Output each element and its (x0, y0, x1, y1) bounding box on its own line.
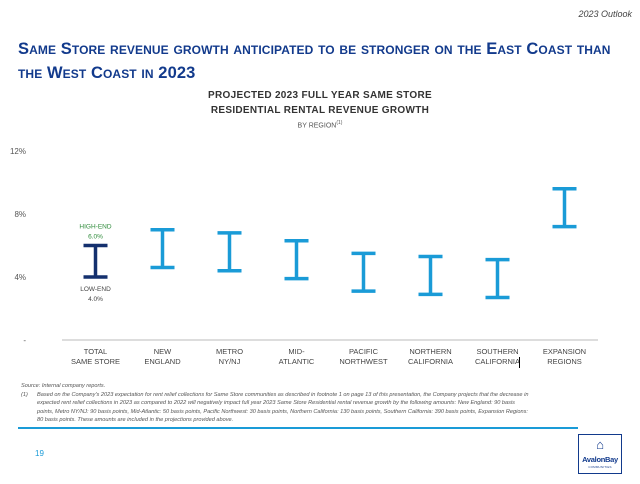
x-category-label: NEW (154, 347, 172, 356)
y-tick-label: 12% (10, 147, 26, 156)
chart-subtitle-text: BY REGION (297, 122, 337, 130)
x-category-label: ENGLAND (144, 357, 181, 366)
footnote-1-mark: (1) (21, 391, 28, 398)
slide-title: Same Store revenue growth anticipated to… (18, 40, 611, 82)
chart-title: PROJECTED 2023 FULL YEAR SAME STORE RESI… (150, 88, 490, 118)
y-tick-label: - (23, 336, 26, 345)
footnote-line: expected rent relief collections in 2023… (37, 400, 515, 406)
avalonbay-logo: ⌂ AvalonBay COMMUNITIES (578, 434, 622, 474)
footnote-line: points, Metro NY/NJ: 90 basis points, Mi… (37, 408, 528, 415)
footnote-1-text: Based on the Company's 2023 expectation … (37, 391, 621, 425)
source-note: Source: Internal company reports. (21, 383, 106, 389)
footnote-line: Based on the Company's 2023 expectation … (37, 391, 529, 398)
footnote-line: 80 basis points. These amounts are inclu… (37, 417, 234, 423)
x-category-label: NY/NJ (219, 357, 241, 366)
low-end-label: LOW-END (80, 286, 111, 293)
text-cursor (519, 357, 520, 368)
x-category-label: NORTHWEST (339, 357, 388, 366)
high-end-value: 6.0% (88, 234, 103, 241)
x-category-label: ATLANTIC (279, 357, 315, 366)
x-category-label: REGIONS (547, 357, 582, 366)
logo-sub: COMMUNITIES (588, 465, 612, 469)
logo-name: AvalonBay (582, 455, 618, 464)
x-category-label: CALIFORNIA (408, 357, 453, 366)
y-tick-label: 8% (14, 210, 26, 219)
x-category-label: SOUTHERN (476, 347, 518, 356)
page-number: 19 (35, 449, 44, 458)
chart-subtitle: BY REGION(1) (150, 120, 490, 129)
x-category-label: EXPANSION (543, 347, 586, 356)
x-category-label: MID- (288, 347, 305, 356)
chart-title-line-2: RESIDENTIAL RENTAL REVENUE GROWTH (210, 105, 430, 116)
low-end-value: 4.0% (88, 296, 103, 303)
y-tick-label: 4% (14, 273, 26, 282)
chart-title-line-1: PROJECTED 2023 FULL YEAR SAME STORE (208, 90, 432, 101)
x-category-label: PACIFIC (349, 347, 379, 356)
x-category-label: CALIFORNIA (475, 357, 520, 366)
footnote-1: (1) Based on the Company's 2023 expectat… (21, 391, 621, 425)
x-category-label: TOTAL (84, 347, 107, 356)
section-label: 2023 Outlook (578, 9, 632, 19)
x-category-label: SAME STORE (71, 357, 120, 366)
high-end-label: HIGH-END (79, 224, 111, 231)
x-category-label: METRO (216, 347, 243, 356)
x-category-label: NORTHERN (409, 347, 451, 356)
footnotes: Source: Internal company reports. (1) Ba… (21, 382, 621, 425)
logo-mark-icon: ⌂ (596, 437, 604, 452)
chart-subtitle-footnote-ref: (1) (336, 120, 343, 126)
footer-divider (18, 427, 578, 429)
